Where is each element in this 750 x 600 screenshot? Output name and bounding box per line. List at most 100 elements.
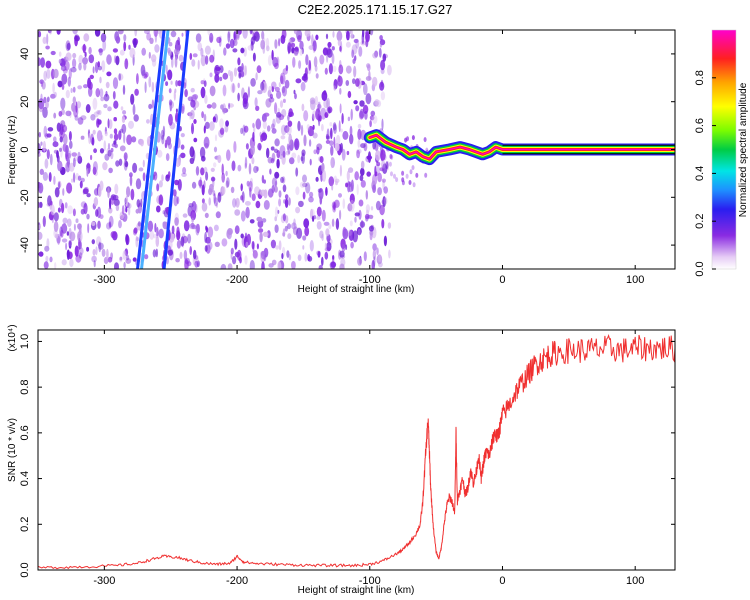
noise-blob <box>315 73 319 79</box>
noise-blob <box>356 184 359 196</box>
x-tick-label: 0 <box>499 274 505 286</box>
noise-blob <box>200 167 205 176</box>
noise-blob <box>278 82 281 88</box>
noise-blob <box>342 198 346 209</box>
noise-blob <box>98 241 102 253</box>
noise-blob <box>191 217 194 223</box>
noise-blob <box>408 180 412 185</box>
noise-blob <box>424 172 428 178</box>
noise-blob <box>156 205 161 213</box>
noise-blob <box>113 128 118 135</box>
noise-blob <box>369 214 374 220</box>
noise-blob <box>230 247 234 255</box>
noise-blob <box>181 172 187 177</box>
noise-blob <box>281 253 284 260</box>
noise-blob <box>308 59 312 71</box>
noise-blob <box>245 143 249 150</box>
noise-blob <box>136 199 141 208</box>
noise-blob <box>219 76 223 82</box>
noise-blob <box>366 155 373 160</box>
noise-blob <box>347 90 352 99</box>
noise-blob <box>287 114 290 122</box>
noise-blob <box>90 114 96 121</box>
noise-blob <box>104 130 108 137</box>
noise-blob <box>284 125 290 133</box>
noise-blob <box>91 255 97 263</box>
noise-blob <box>282 213 286 222</box>
noise-blob <box>368 225 374 232</box>
noise-blob <box>115 204 120 212</box>
noise-blob <box>237 82 240 89</box>
noise-blob <box>179 251 183 259</box>
noise-blob <box>96 236 102 247</box>
noise-blob <box>298 200 304 208</box>
noise-blob <box>119 128 124 133</box>
noise-blob <box>58 110 63 117</box>
snr-xlabel: Height of straight line (km) <box>298 585 415 596</box>
noise-blob <box>100 32 107 43</box>
snr-panel: -300 -200 -100 0 100 0.0 0.2 0.4 0.6 0.8 1.0 Heigh… <box>7 324 676 596</box>
noise-blob <box>345 65 352 74</box>
noise-blob <box>107 118 110 129</box>
noise-blob <box>258 228 264 233</box>
noise-blob <box>251 240 255 250</box>
noise-blob <box>303 110 309 122</box>
noise-blob <box>65 89 70 99</box>
noise-blob <box>210 167 215 172</box>
noise-blob <box>312 40 317 52</box>
noise-blob <box>284 225 288 232</box>
noise-blob <box>112 48 118 53</box>
noise-blob <box>60 65 67 72</box>
noise-blob <box>313 149 317 155</box>
noise-blob <box>158 228 164 239</box>
noise-blob <box>108 207 113 214</box>
noise-blob <box>68 162 75 172</box>
noise-blob <box>316 206 322 217</box>
noise-blob <box>57 160 63 172</box>
noise-blob <box>332 122 337 131</box>
noise-blob <box>47 127 54 132</box>
noise-blob <box>66 231 70 236</box>
noise-blob <box>96 130 103 142</box>
noise-blob <box>314 95 319 106</box>
noise-blob <box>257 219 264 228</box>
noise-blob <box>214 241 220 247</box>
noise-blob <box>328 107 331 114</box>
noise-blob <box>200 80 205 85</box>
noise-blob <box>425 147 429 153</box>
noise-blob <box>106 54 112 65</box>
noise-blob <box>82 188 86 195</box>
noise-blob <box>168 88 172 94</box>
noise-blob <box>201 184 205 196</box>
noise-blob <box>38 224 41 229</box>
noise-blob <box>192 94 199 100</box>
noise-blob <box>360 167 365 176</box>
noise-blob <box>360 180 366 188</box>
colorbar-tick-label: 0.4 <box>694 166 706 181</box>
noise-blob <box>126 134 132 146</box>
noise-blob <box>125 254 130 261</box>
noise-blob <box>271 123 275 130</box>
y-tick-label: -20 <box>19 189 31 205</box>
noise-blob <box>50 50 56 56</box>
noise-blob <box>171 225 175 234</box>
noise-blob <box>216 36 222 44</box>
noise-blob <box>301 103 305 112</box>
noise-blob <box>326 97 330 110</box>
noise-blob <box>44 158 49 169</box>
x-tick-label: -300 <box>93 274 115 286</box>
noise-blob <box>307 254 311 262</box>
noise-blob <box>40 141 43 146</box>
noise-blob <box>233 67 238 77</box>
noise-blob <box>299 181 306 188</box>
noise-blob <box>328 176 335 187</box>
noise-blob <box>324 251 329 260</box>
noise-blob <box>126 186 131 198</box>
noise-blob <box>252 131 255 142</box>
noise-blob <box>117 73 124 81</box>
noise-blob <box>213 197 218 207</box>
noise-blob <box>118 220 122 229</box>
noise-blob <box>292 56 296 68</box>
noise-blob <box>144 30 150 35</box>
noise-blob <box>98 48 103 56</box>
